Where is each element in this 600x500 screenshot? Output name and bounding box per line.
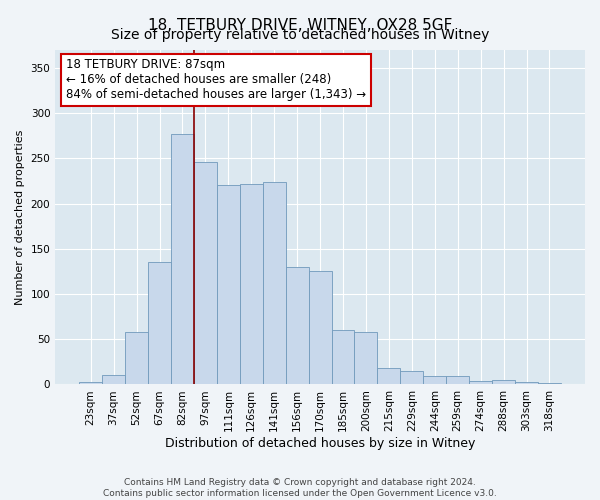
Bar [538, 382, 561, 384]
Bar [308, 272, 332, 384]
Bar [423, 376, 446, 384]
Bar [377, 368, 400, 384]
Bar [240, 184, 263, 384]
Bar [102, 376, 125, 384]
Text: 18, TETBURY DRIVE, WITNEY, OX28 5GF: 18, TETBURY DRIVE, WITNEY, OX28 5GF [148, 18, 452, 32]
Bar [217, 184, 240, 384]
Bar [332, 330, 355, 384]
Bar [148, 262, 171, 384]
Bar [515, 382, 538, 384]
Text: Contains HM Land Registry data © Crown copyright and database right 2024.
Contai: Contains HM Land Registry data © Crown c… [103, 478, 497, 498]
Text: 18 TETBURY DRIVE: 87sqm
← 16% of detached houses are smaller (248)
84% of semi-d: 18 TETBURY DRIVE: 87sqm ← 16% of detache… [66, 58, 366, 102]
Bar [469, 381, 492, 384]
Bar [286, 267, 308, 384]
Bar [355, 332, 377, 384]
Text: Size of property relative to detached houses in Witney: Size of property relative to detached ho… [111, 28, 489, 42]
Bar [446, 376, 469, 384]
Y-axis label: Number of detached properties: Number of detached properties [15, 130, 25, 305]
Bar [194, 162, 217, 384]
Bar [400, 371, 423, 384]
Bar [492, 380, 515, 384]
Bar [79, 382, 102, 384]
X-axis label: Distribution of detached houses by size in Witney: Distribution of detached houses by size … [165, 437, 475, 450]
Bar [171, 134, 194, 384]
Bar [125, 332, 148, 384]
Bar [263, 182, 286, 384]
